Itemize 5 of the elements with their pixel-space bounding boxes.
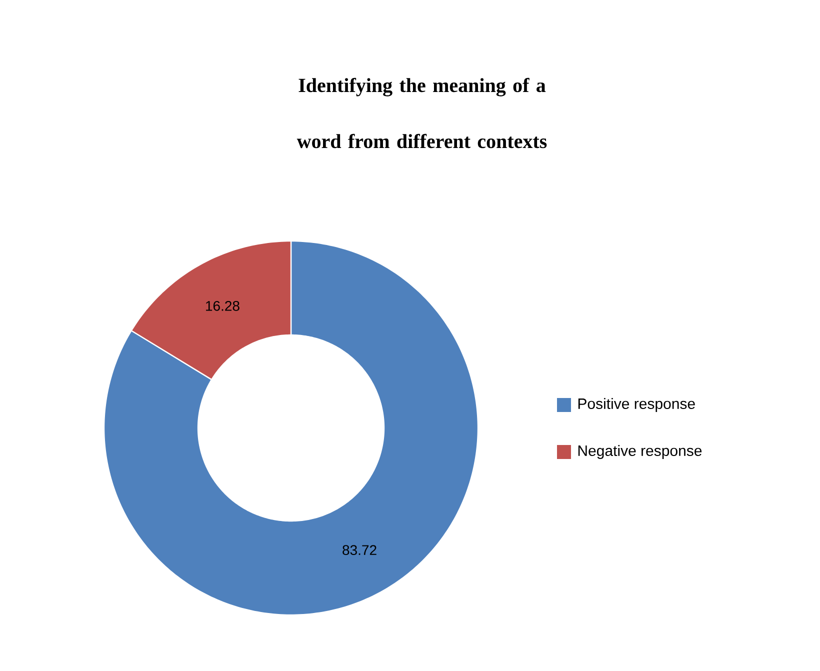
chart-title: Identifying the meaning of a word from different contexts <box>296 78 547 148</box>
data-label: 83.72 <box>342 545 376 556</box>
data-label: 16.28 <box>206 300 240 311</box>
legend-label: Negative response <box>578 445 702 459</box>
legend-label: Positive response <box>578 398 695 412</box>
